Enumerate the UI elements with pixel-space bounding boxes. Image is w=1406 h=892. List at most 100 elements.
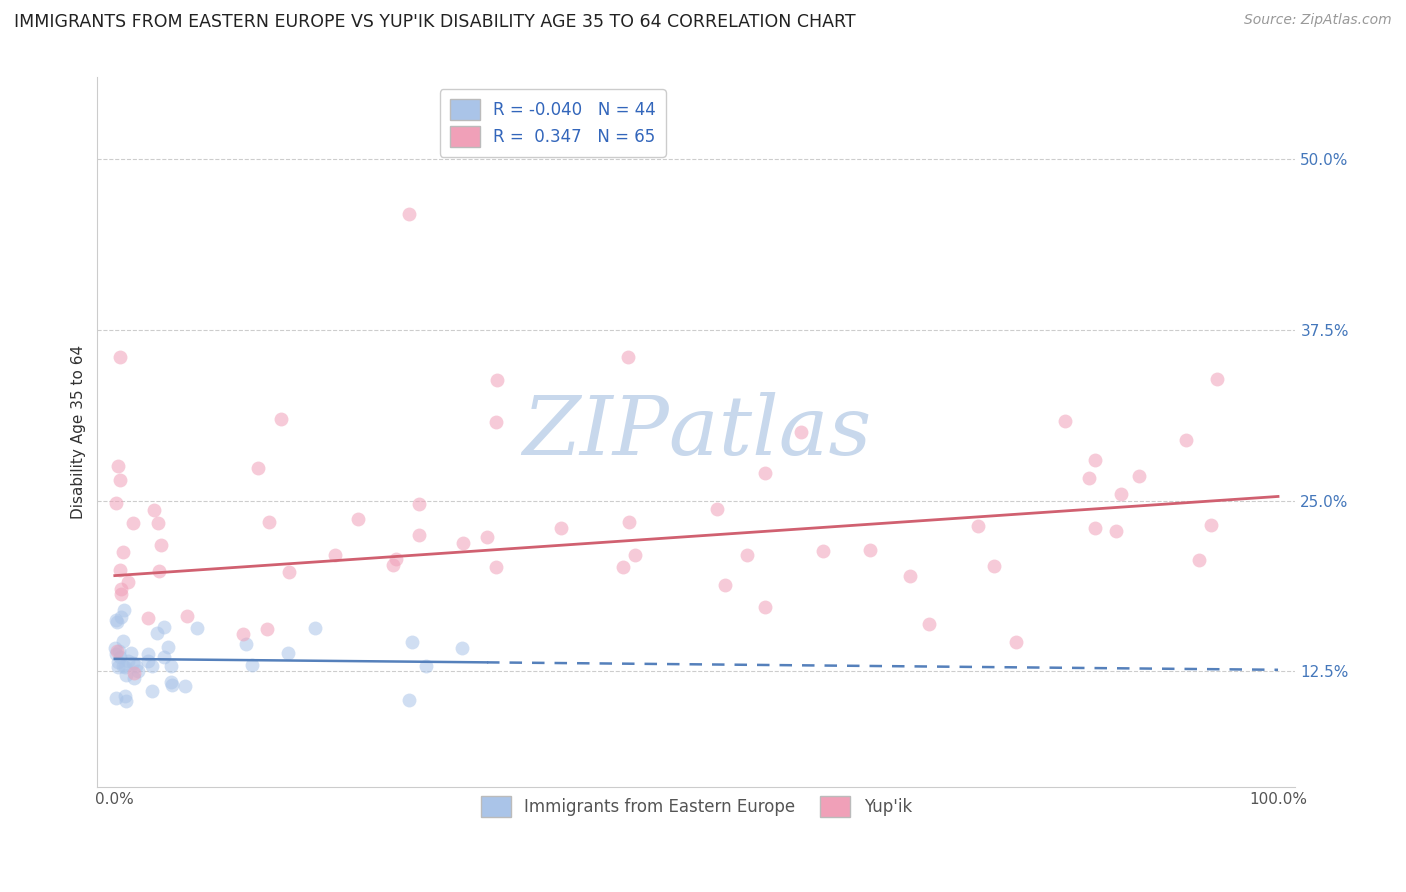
Point bbox=[111, 633, 134, 648]
Point bbox=[270, 411, 292, 425]
Point bbox=[136, 610, 159, 624]
Point bbox=[451, 640, 474, 655]
Point bbox=[121, 656, 143, 670]
Point bbox=[162, 678, 184, 692]
Point bbox=[398, 693, 420, 707]
Point bbox=[107, 459, 129, 474]
Point bbox=[120, 646, 142, 660]
Point bbox=[149, 538, 172, 552]
Point bbox=[859, 542, 882, 557]
Point bbox=[114, 603, 136, 617]
Point bbox=[160, 658, 183, 673]
Point bbox=[453, 536, 475, 550]
Point bbox=[235, 637, 257, 651]
Point bbox=[790, 425, 813, 440]
Point bbox=[485, 559, 508, 574]
Point bbox=[108, 649, 131, 664]
Point bbox=[138, 647, 160, 661]
Point bbox=[898, 568, 921, 582]
Point bbox=[304, 621, 326, 635]
Point bbox=[114, 690, 136, 704]
Point bbox=[112, 658, 135, 673]
Point bbox=[122, 666, 145, 681]
Point bbox=[401, 635, 423, 649]
Point bbox=[104, 613, 127, 627]
Point bbox=[105, 644, 128, 658]
Point bbox=[232, 626, 254, 640]
Point bbox=[1128, 469, 1150, 483]
Point bbox=[382, 558, 405, 572]
Point bbox=[1078, 471, 1101, 485]
Point bbox=[485, 415, 508, 429]
Point bbox=[256, 622, 278, 636]
Point bbox=[142, 503, 165, 517]
Point bbox=[148, 564, 170, 578]
Point bbox=[1175, 434, 1198, 448]
Point bbox=[811, 543, 834, 558]
Point bbox=[108, 563, 131, 577]
Point bbox=[550, 521, 572, 535]
Point bbox=[1188, 553, 1211, 567]
Point bbox=[735, 548, 758, 562]
Text: ZIP​atlas: ZIP​atlas bbox=[522, 392, 872, 472]
Point bbox=[385, 552, 408, 566]
Point bbox=[259, 515, 281, 529]
Point bbox=[110, 473, 132, 487]
Point bbox=[152, 649, 174, 664]
Point bbox=[983, 559, 1005, 574]
Point bbox=[176, 608, 198, 623]
Point bbox=[122, 672, 145, 686]
Point bbox=[125, 659, 148, 673]
Point bbox=[1105, 524, 1128, 538]
Point bbox=[1201, 517, 1223, 532]
Point bbox=[173, 679, 195, 693]
Point bbox=[105, 615, 128, 629]
Point bbox=[240, 657, 263, 672]
Point bbox=[278, 565, 301, 579]
Point bbox=[325, 549, 347, 563]
Point bbox=[246, 461, 269, 475]
Point bbox=[114, 668, 136, 682]
Point bbox=[398, 207, 420, 221]
Point bbox=[110, 587, 132, 601]
Text: IMMIGRANTS FROM EASTERN EUROPE VS YUP'IK DISABILITY AGE 35 TO 64 CORRELATION CHA: IMMIGRANTS FROM EASTERN EUROPE VS YUP'IK… bbox=[14, 13, 856, 31]
Point bbox=[114, 660, 136, 674]
Point bbox=[121, 516, 143, 531]
Y-axis label: Disability Age 35 to 64: Disability Age 35 to 64 bbox=[72, 345, 86, 519]
Point bbox=[623, 548, 645, 562]
Point bbox=[347, 512, 370, 526]
Point bbox=[104, 640, 127, 655]
Point bbox=[110, 582, 132, 596]
Point bbox=[1054, 415, 1077, 429]
Point bbox=[107, 660, 129, 674]
Point bbox=[186, 621, 208, 635]
Point bbox=[141, 683, 163, 698]
Point bbox=[485, 373, 508, 387]
Point bbox=[127, 664, 149, 678]
Point bbox=[117, 654, 139, 668]
Point bbox=[612, 559, 634, 574]
Legend: Immigrants from Eastern Europe, Yup'ik: Immigrants from Eastern Europe, Yup'ik bbox=[472, 788, 921, 825]
Point bbox=[136, 654, 159, 668]
Point bbox=[1084, 521, 1107, 535]
Point bbox=[1004, 635, 1026, 649]
Point bbox=[617, 350, 640, 364]
Point bbox=[111, 545, 134, 559]
Point bbox=[148, 516, 170, 530]
Point bbox=[159, 675, 181, 690]
Point bbox=[1109, 487, 1132, 501]
Point bbox=[966, 518, 988, 533]
Point bbox=[475, 530, 498, 544]
Text: Source: ZipAtlas.com: Source: ZipAtlas.com bbox=[1244, 13, 1392, 28]
Point bbox=[408, 497, 430, 511]
Point bbox=[617, 515, 640, 529]
Point bbox=[1084, 453, 1107, 467]
Point bbox=[108, 350, 131, 364]
Point bbox=[141, 658, 163, 673]
Point bbox=[117, 575, 139, 590]
Point bbox=[107, 655, 129, 669]
Point bbox=[714, 578, 737, 592]
Point bbox=[1206, 372, 1229, 386]
Point bbox=[110, 610, 132, 624]
Point bbox=[104, 691, 127, 706]
